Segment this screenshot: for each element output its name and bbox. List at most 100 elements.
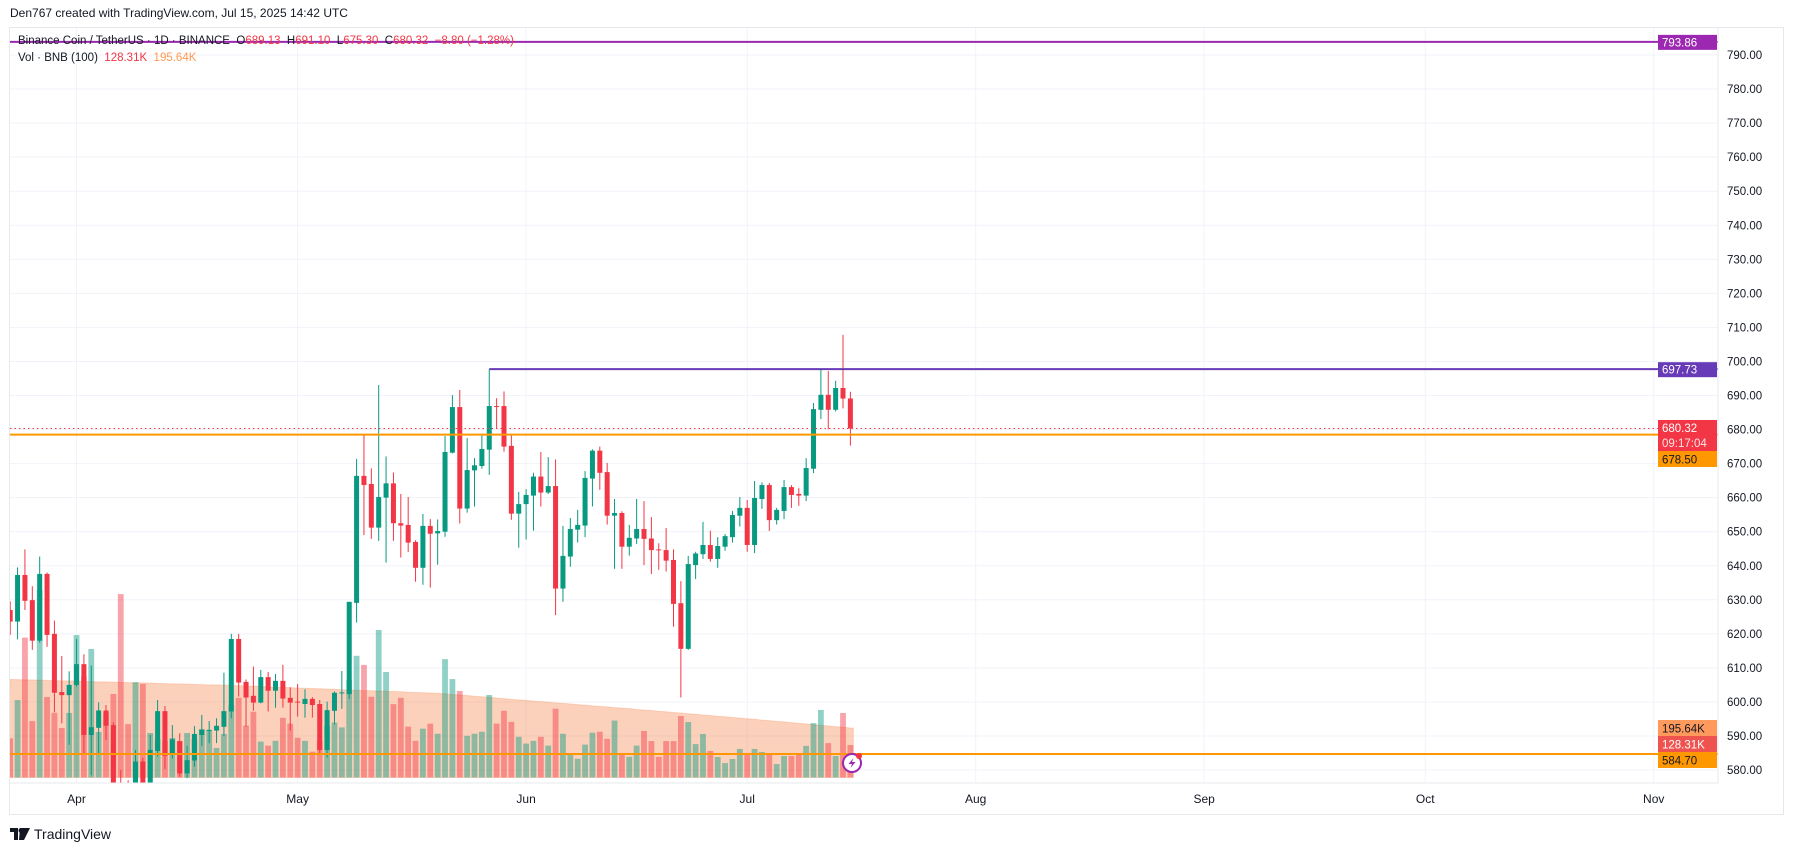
candle-body [324, 710, 330, 750]
lightning-alert-icon[interactable] [842, 753, 862, 773]
last-price-badge: 680.32 [1662, 423, 1697, 435]
volume-ma-area [10, 678, 854, 778]
candle-body [589, 450, 595, 479]
date-tick-label: Jul [740, 792, 755, 806]
volume-bar [722, 763, 728, 778]
volume-bar [567, 754, 574, 778]
price-tick-label: 620.00 [1727, 629, 1762, 641]
candle-body [354, 475, 360, 603]
date-tick-label: Sep [1193, 792, 1215, 806]
candle-body [302, 698, 308, 704]
price-axis[interactable]: 790.00 780.00 770.00 760.00 750.00 740.00 730.… [1727, 50, 1762, 777]
price-tick-label: 630.00 [1727, 595, 1762, 607]
volume-bar [582, 744, 588, 778]
price-tick-label: 730.00 [1727, 254, 1762, 266]
candle-body [309, 698, 315, 706]
candle-body [449, 407, 455, 453]
volume-bar [44, 697, 50, 778]
symbol-legend[interactable]: Binance Coin / TetherUS · 1D · BINANCE O… [18, 35, 514, 47]
candle-body [162, 711, 168, 756]
candle-body [700, 544, 706, 555]
volume-bar [810, 723, 817, 778]
time-axis[interactable]: Apr May Jun Jul Aug Sep Oct Nov [67, 792, 1664, 806]
volume-bar [272, 740, 279, 778]
candle-body [597, 450, 603, 473]
candle-body [766, 485, 772, 521]
candle-body [530, 476, 536, 496]
candle-body [707, 544, 713, 559]
close-value: 680.32 [393, 35, 429, 47]
volume-bar [287, 723, 294, 778]
price-badge-793: 793.86 [1662, 37, 1697, 49]
candle-body [103, 710, 109, 726]
candle-body [567, 528, 573, 557]
candle-body [96, 710, 102, 728]
date-tick-label: Aug [965, 792, 986, 806]
volume-bar [449, 679, 456, 778]
candle-body [479, 448, 485, 466]
candle-body [331, 692, 337, 711]
candle-body [811, 409, 817, 469]
volume-bar [604, 738, 611, 778]
candle-body [619, 512, 625, 547]
volume-bar [832, 755, 839, 778]
price-tick-label: 600.00 [1727, 697, 1762, 709]
volume-bar [51, 712, 58, 778]
volume-bar [744, 752, 751, 778]
volume-bar [346, 680, 353, 778]
volume-bar [759, 751, 765, 778]
date-tick-label: Apr [67, 792, 86, 806]
volume-bar [250, 711, 257, 778]
volume-bar [265, 745, 272, 778]
price-tick-label: 650.00 [1727, 527, 1762, 539]
volume-bar [736, 748, 743, 778]
volume-bar [700, 733, 706, 778]
volume-bar [316, 740, 323, 778]
candle-body [663, 550, 669, 561]
candle-body [44, 573, 50, 635]
logo-text: TradingView [34, 826, 112, 842]
candle-body [214, 725, 220, 731]
open-label: O [236, 35, 246, 47]
candle-body [280, 680, 286, 699]
candle-body [457, 407, 463, 509]
price-tick-label: 720.00 [1727, 288, 1762, 300]
volume-bar [294, 737, 301, 778]
volume-bar [788, 755, 795, 778]
candle-body [501, 406, 507, 447]
price-tick-label: 580.00 [1727, 765, 1762, 777]
open-value: 689.13 [245, 35, 281, 47]
volume-pane [10, 590, 854, 778]
volume-bar [818, 709, 824, 778]
volume-bar [36, 590, 43, 778]
volume-bar [338, 727, 345, 778]
candle-body [140, 761, 146, 783]
horizontal-lines[interactable] [10, 40, 1718, 756]
volume-bar [677, 716, 684, 778]
volume-bar [154, 739, 161, 778]
candle-body [147, 749, 153, 783]
volume-bar [493, 723, 500, 778]
volume-bar [397, 697, 404, 778]
volume-bar [375, 630, 382, 778]
volume-bar [692, 744, 699, 778]
candle-body [575, 524, 581, 530]
price-badge-584: 584.70 [1662, 756, 1697, 768]
candle-body [376, 496, 382, 528]
volume-bar [103, 712, 109, 778]
volume-bar [574, 758, 581, 778]
volume-bar [29, 721, 36, 778]
volume-bar [655, 756, 662, 778]
volume-bar [464, 735, 471, 778]
candle-body [464, 470, 470, 509]
volume-legend[interactable]: Vol · BNB (100) 128.31K 195.64K [18, 52, 196, 64]
tradingview-logo[interactable]: TradingView [10, 826, 111, 842]
candle-body [825, 394, 831, 410]
candle-body [796, 493, 802, 496]
candle-body [59, 692, 65, 696]
chart-credit: Den767 created with TradingView.com, Jul… [10, 6, 348, 20]
volume-bar [14, 700, 21, 778]
volume-bar [825, 743, 832, 778]
tradingview-logo-icon [10, 828, 30, 840]
